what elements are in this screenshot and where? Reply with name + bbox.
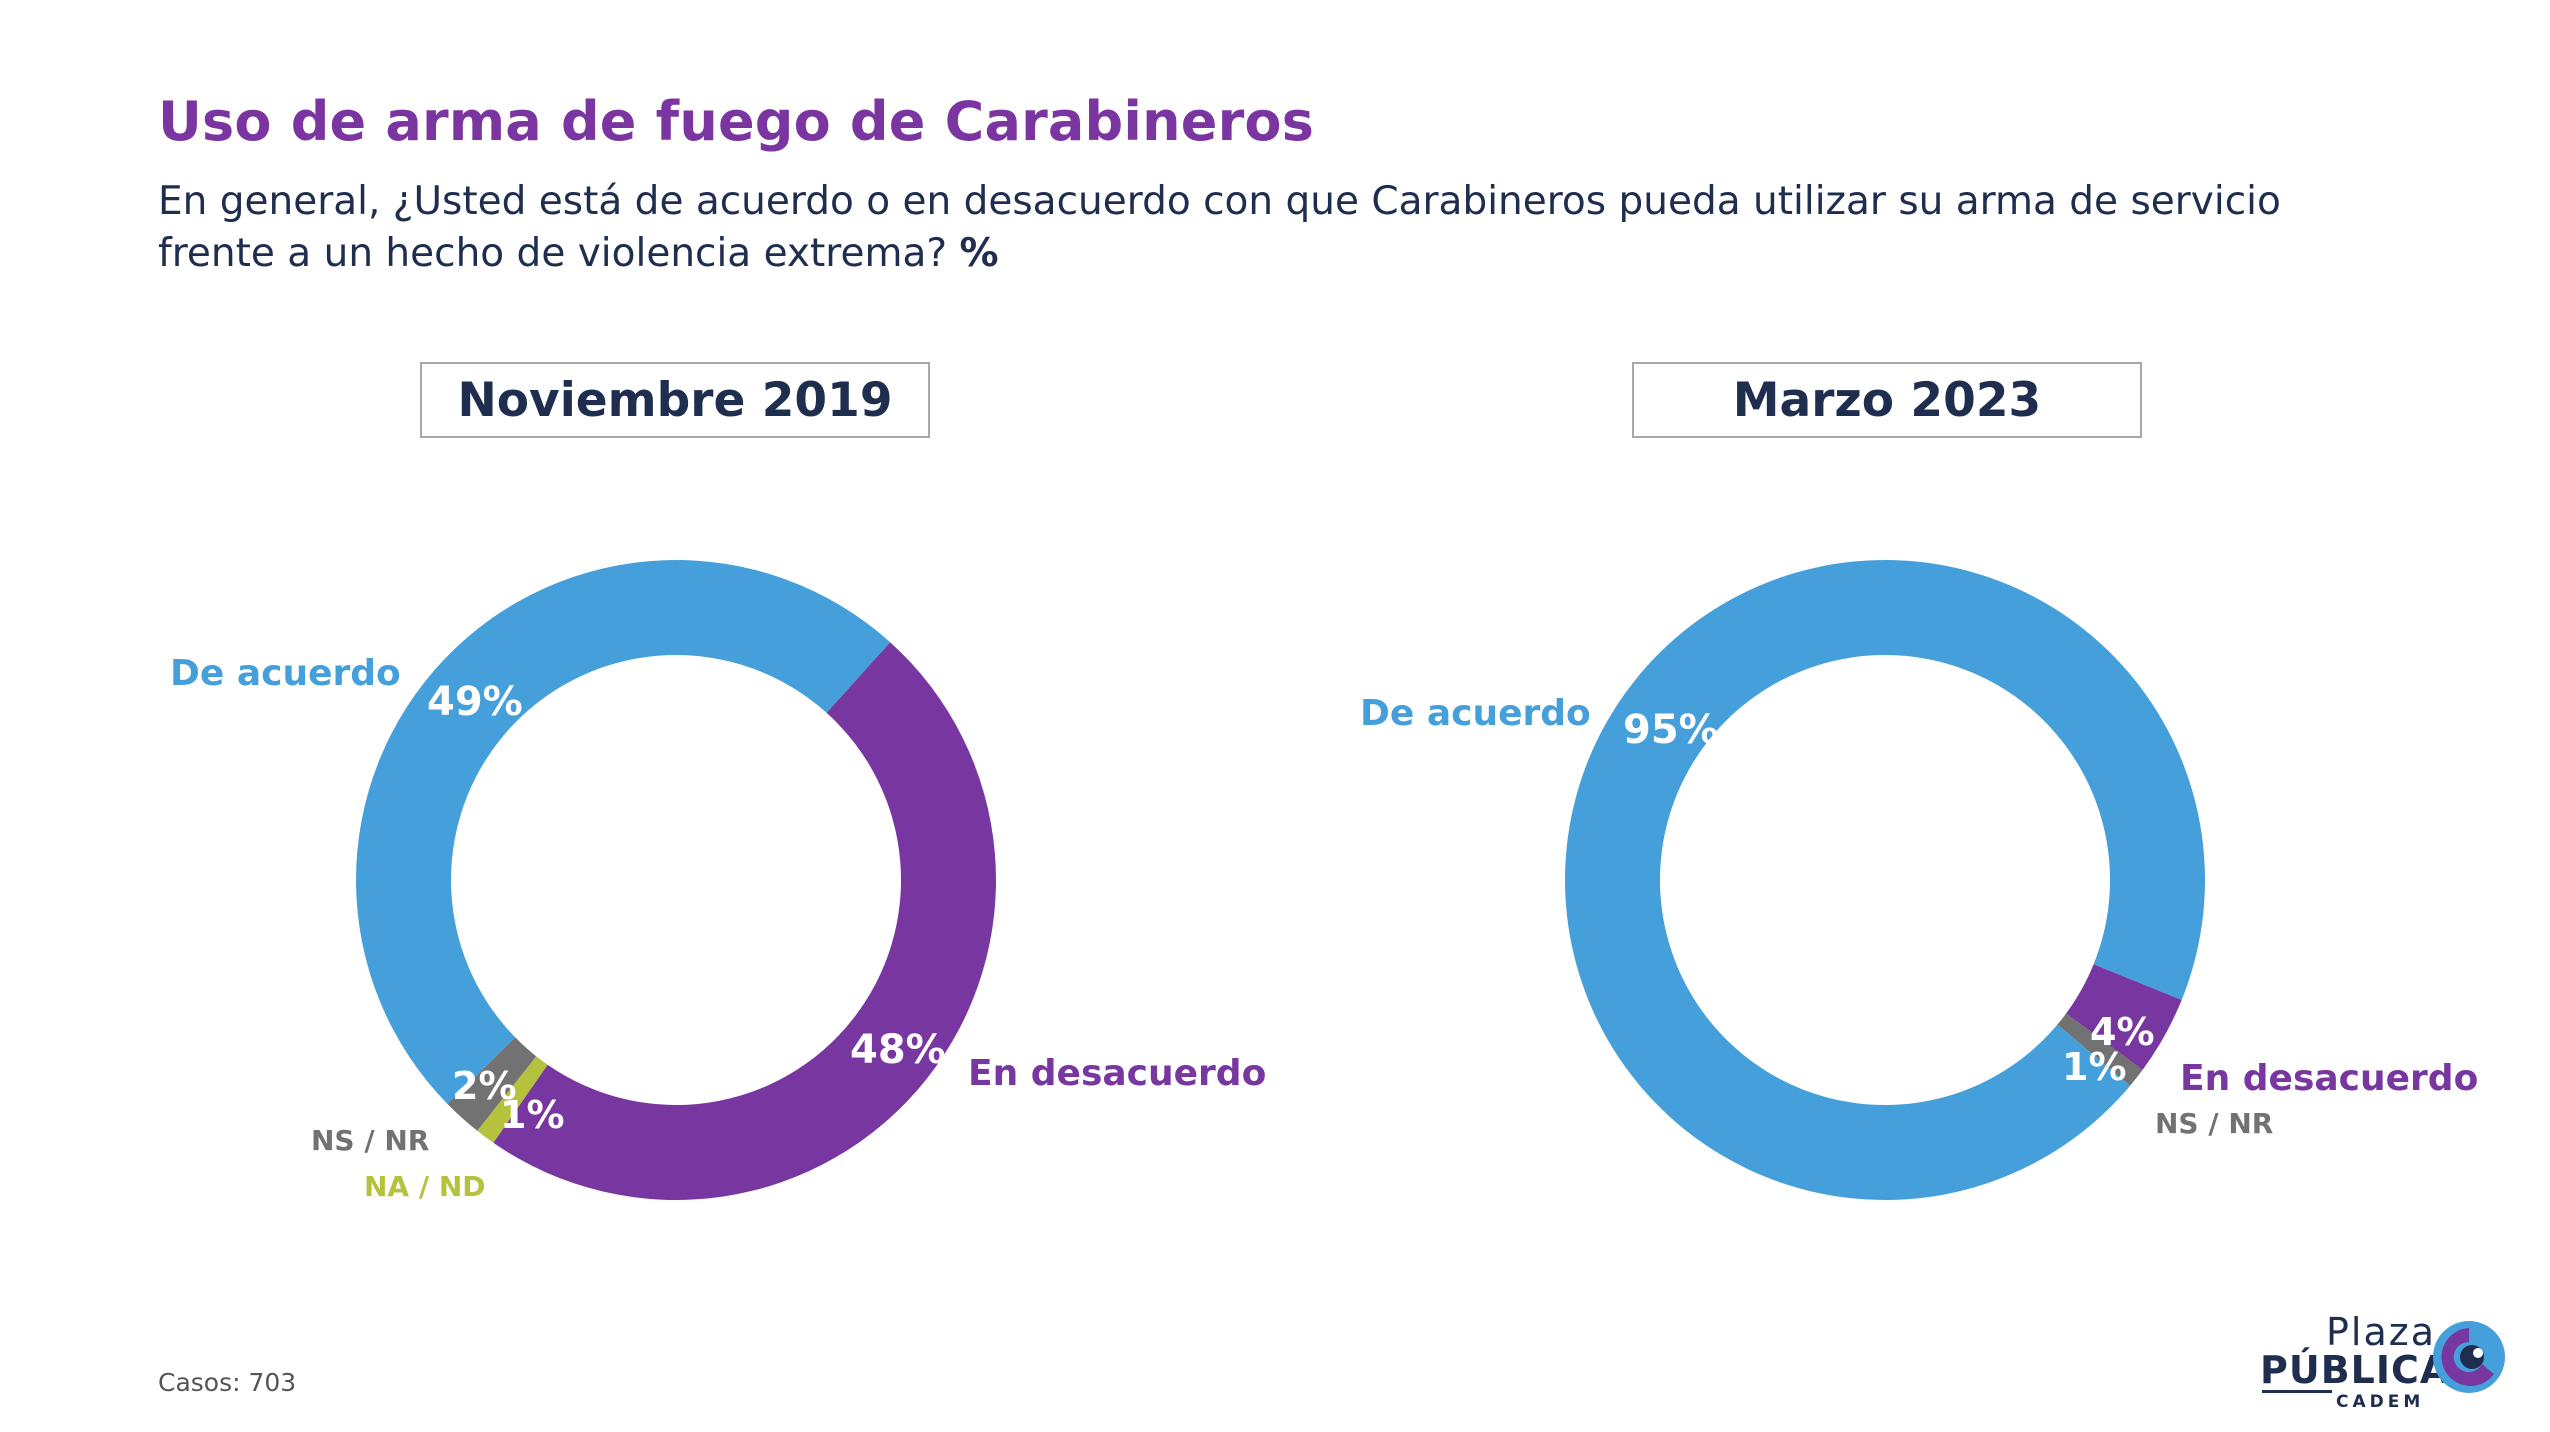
value-label-na-nd-2019: 1% [500,1093,565,1137]
category-label-de-acuerdo-2019: De acuerdo [170,653,401,694]
period-label-2023: Marzo 2023 [1632,362,2142,438]
logo-text-plaza: Plaza [2326,1310,2436,1354]
category-label-na-nd-2019: NA / ND [364,1170,486,1203]
category-label-en-desacuerdo-2019: En desacuerdo [968,1053,1266,1094]
subtitle-question: En general, ¿Usted está de acuerdo o en … [158,179,2281,276]
logo-divider [2262,1390,2332,1393]
donut-slice-de-acuerdo-2023 [1564,560,2205,1201]
donut-slice-na-nd-2019 [477,1056,548,1143]
donut-slice-de-acuerdo-2019 [356,560,891,1104]
donut-slice-en-desacuerdo-2019 [493,642,996,1200]
plaza-publica-cadem-logo: Plaza PÚBLICA CADEM [2260,1310,2510,1420]
logo-text-publica: PÚBLICA [2260,1348,2451,1392]
category-label-ns-nr-2023: NS / NR [2155,1107,2273,1140]
donut-slice-ns-nr-2019 [447,1037,537,1131]
category-label-ns-nr-2019: NS / NR [311,1124,429,1157]
donut-slice-en-desacuerdo-2023 [2066,964,2182,1070]
value-label-en-desacuerdo-2023: 4% [2090,1010,2155,1054]
chart-subtitle: En general, ¿Usted está de acuerdo o en … [158,176,2408,280]
donut-slice-ns-nr-2023 [2057,1013,2143,1086]
subtitle-unit: % [959,231,999,276]
logo-swirl-icon [2433,1321,2505,1393]
value-label-ns-nr-2019: 2% [452,1064,517,1108]
value-label-de-acuerdo-2019: 49% [427,679,523,725]
value-label-ns-nr-2023: 1% [2062,1045,2127,1089]
chart-title: Uso de arma de fuego de Carabineros [158,90,1315,153]
value-label-de-acuerdo-2023: 95% [1623,707,1719,753]
logo-text-cadem: CADEM [2336,1392,2425,1412]
sample-size-note: Casos: 703 [158,1368,297,1397]
period-label-2019: Noviembre 2019 [420,362,930,438]
category-label-de-acuerdo-2023: De acuerdo [1360,693,1591,734]
category-label-en-desacuerdo-2023: En desacuerdo [2180,1058,2478,1099]
value-label-en-desacuerdo-2019: 48% [850,1027,946,1073]
